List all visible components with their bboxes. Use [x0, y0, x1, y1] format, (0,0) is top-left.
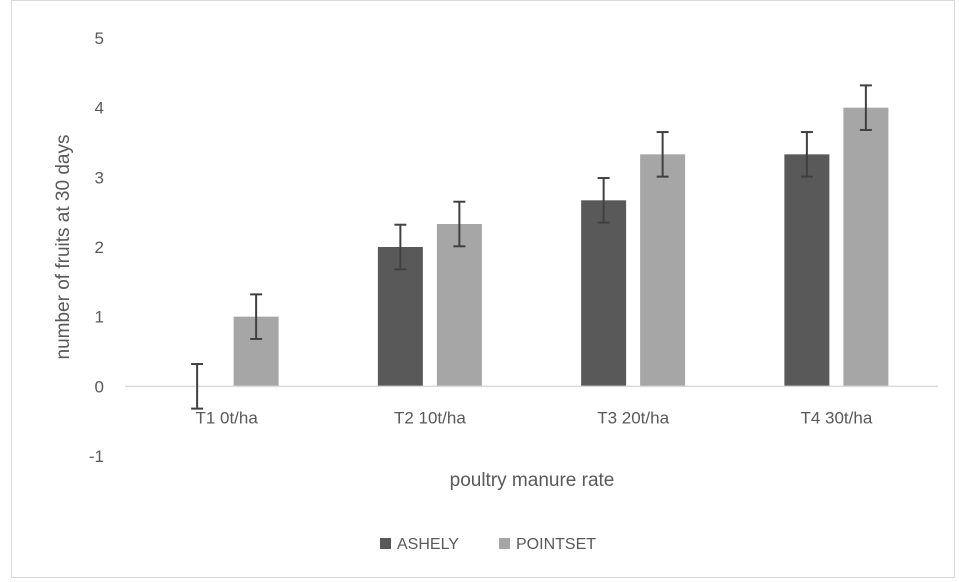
chart-frame: [11, 0, 955, 578]
legend: ASHELY POINTSET: [380, 536, 596, 553]
y-tick-label: 1: [95, 308, 104, 327]
y-tick-label: 2: [95, 238, 104, 257]
bar: [784, 154, 830, 387]
x-tick-label: T2 10t/ha: [394, 408, 466, 427]
legend-label: ASHELY: [397, 536, 459, 553]
bars: [233, 107, 889, 387]
x-axis-ticks: T1 0t/ha T2 10t/ha T3 20t/ha T4 30t/ha: [195, 408, 872, 427]
x-tick-label: T3 20t/ha: [597, 408, 669, 427]
bar: [843, 107, 889, 387]
legend-swatch: [380, 538, 391, 549]
y-axis-ticks: -1 0 1 2 3 4 5: [89, 29, 104, 466]
bar: [640, 154, 686, 387]
y-tick-label: 3: [95, 168, 104, 187]
y-axis-title: number of fruits at 30 days: [53, 135, 74, 360]
x-tick-label: T1 0t/ha: [195, 408, 258, 427]
y-tick-label: 0: [95, 377, 104, 396]
y-tick-label: 5: [95, 29, 104, 48]
y-tick-label: 4: [95, 99, 104, 118]
x-axis-title: poultry manure rate: [450, 470, 615, 491]
bar: [436, 224, 482, 387]
x-tick-label: T4 30t/ha: [800, 408, 872, 427]
error-bars: [191, 84, 872, 410]
legend-swatch: [499, 538, 510, 549]
bar: [581, 200, 627, 387]
legend-label: POINTSET: [516, 536, 596, 553]
y-tick-label: -1: [89, 447, 104, 466]
